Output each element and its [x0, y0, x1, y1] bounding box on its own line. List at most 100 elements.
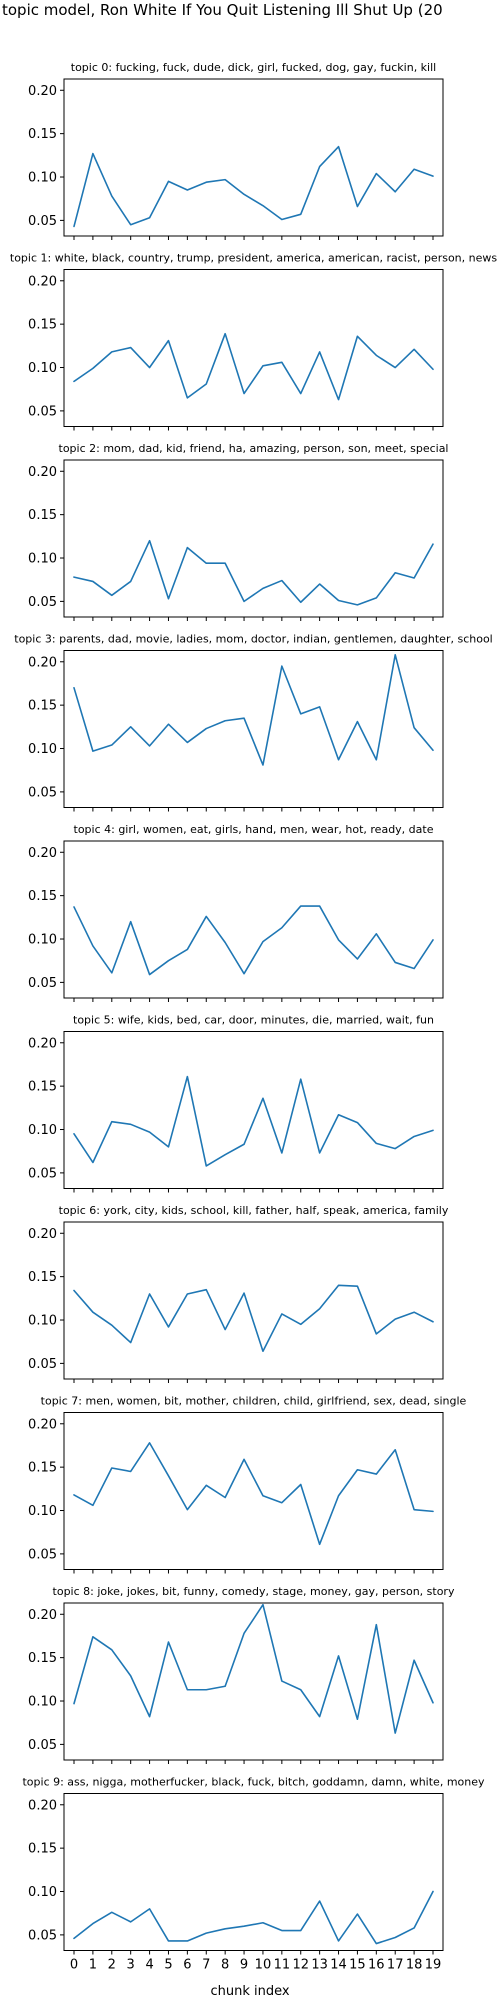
data-point	[413, 1311, 415, 1313]
data-point	[394, 1732, 396, 1734]
data-point	[413, 967, 415, 969]
data-point	[432, 939, 434, 941]
data-point	[73, 687, 75, 689]
data-point	[186, 1689, 188, 1691]
data-point	[318, 165, 320, 167]
y-tick-label: 0.10	[28, 933, 57, 948]
data-point	[375, 172, 377, 174]
data-point	[92, 580, 94, 582]
x-tick-label: 12	[292, 1958, 309, 1973]
data-point	[129, 1675, 131, 1677]
data-point	[337, 1114, 339, 1116]
x-tick-label: 11	[274, 1958, 291, 1973]
data-point	[111, 1467, 113, 1469]
x-tick-label: 18	[406, 1958, 423, 1973]
data-point	[300, 1323, 302, 1325]
data-point	[375, 1942, 377, 1944]
x-tick-label: 14	[330, 1958, 347, 1973]
y-tick-label: 0.15	[28, 508, 57, 523]
y-tick-label: 0.15	[28, 1842, 57, 1857]
data-point	[73, 1133, 75, 1135]
data-point	[224, 1153, 226, 1155]
data-point	[111, 351, 113, 353]
data-point	[375, 1333, 377, 1335]
data-point	[167, 1641, 169, 1643]
data-point	[243, 600, 245, 602]
data-point	[224, 1328, 226, 1330]
data-point	[432, 1321, 434, 1323]
x-tick-label: 19	[425, 1958, 442, 1973]
data-point	[186, 1075, 188, 1077]
data-point	[92, 1311, 94, 1313]
data-point	[129, 726, 131, 728]
x-tick-label: 3	[127, 1958, 135, 1973]
data-point	[413, 726, 415, 728]
series-line	[73, 332, 434, 401]
y-tick-label: 0.05	[28, 595, 57, 610]
x-tick-label: 15	[349, 1958, 366, 1973]
data-point	[262, 365, 264, 367]
figure-suptitle: topic model, Ron White If You Quit Liste…	[2, 1, 443, 19]
data-point	[375, 1623, 377, 1625]
data-point	[148, 745, 150, 747]
data-point	[394, 961, 396, 963]
data-point	[375, 354, 377, 356]
data-point	[432, 175, 434, 177]
data-point	[148, 217, 150, 219]
data-point	[394, 1318, 396, 1320]
data-point	[318, 1543, 320, 1545]
x-tick-label: 0	[70, 1958, 78, 1973]
data-point	[205, 915, 207, 917]
axes-frame	[63, 78, 444, 237]
data-point	[318, 706, 320, 708]
data-point	[167, 339, 169, 341]
axes-frame	[63, 269, 444, 427]
y-tick-label: 0.10	[28, 361, 57, 376]
data-point	[356, 205, 358, 207]
x-tick-label: 17	[387, 1958, 404, 1973]
data-point	[432, 1890, 434, 1892]
data-point	[432, 1702, 434, 1704]
data-point	[167, 1940, 169, 1942]
data-point	[413, 577, 415, 579]
data-point	[205, 1165, 207, 1167]
series-line	[73, 145, 434, 228]
data-point	[432, 368, 434, 370]
panel-title: topic 2: mom, dad, kid, friend, ha, amaz…	[59, 442, 449, 455]
data-point	[413, 168, 415, 170]
y-tick-label: 0.20	[28, 465, 57, 480]
data-point	[394, 366, 396, 368]
y-tick-label: 0.10	[28, 171, 57, 186]
data-point	[186, 741, 188, 743]
panel-title: topic 4: girl, women, eat, girls, hand, …	[74, 823, 434, 836]
axes-frame	[63, 1602, 444, 1761]
data-point	[129, 1341, 131, 1343]
y-tick-label: 0.10	[28, 1885, 57, 1900]
data-point	[413, 1508, 415, 1510]
data-point	[413, 1135, 415, 1137]
data-point	[281, 361, 283, 363]
y-tick-label: 0.20	[28, 1036, 57, 1051]
y-tick-label: 0.05	[28, 1928, 57, 1943]
data-point	[92, 750, 94, 752]
data-point	[224, 1685, 226, 1687]
y-tick-label: 0.20	[28, 655, 57, 670]
data-point	[167, 180, 169, 182]
data-point	[73, 1702, 75, 1704]
data-point	[262, 1495, 264, 1497]
y-tick-label: 0.20	[28, 274, 57, 289]
data-point	[224, 178, 226, 180]
data-point	[205, 1932, 207, 1934]
data-point	[111, 1649, 113, 1651]
data-point	[262, 204, 264, 206]
data-point	[262, 1097, 264, 1099]
axes-frame	[63, 1793, 444, 1951]
topic-panel-2: topic 2: mom, dad, kid, friend, ha, amaz…	[28, 442, 449, 621]
data-point	[375, 759, 377, 761]
data-point	[167, 598, 169, 600]
y-tick-label: 0.05	[28, 1547, 57, 1562]
data-point	[300, 392, 302, 394]
y-tick-label: 0.05	[28, 976, 57, 991]
x-tick-label: 2	[108, 1958, 116, 1973]
